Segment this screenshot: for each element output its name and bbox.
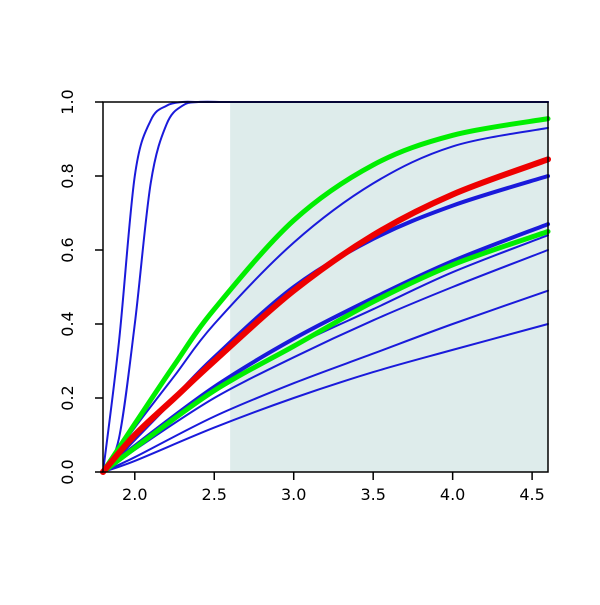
series-line-10 [100,116,551,475]
x-tick-label: 2.5 [202,485,227,504]
series-line-11 [100,229,551,475]
y-tick-label: 0.6 [58,237,77,262]
series-line-3 [102,126,549,473]
plot-frame [102,101,549,473]
series-line-12 [100,156,551,475]
y-tick-label: 0.0 [58,459,77,484]
x-tick-label: 3.0 [281,485,306,504]
y-tick-label: 0.8 [58,163,77,188]
y-tick-label: 1.0 [58,89,77,114]
series-line-9 [102,323,549,473]
x-tick-label: 3.5 [360,485,385,504]
x-tick-label: 4.5 [519,485,544,504]
shaded-region [230,102,548,472]
y-tick-label: 0.4 [58,311,77,336]
x-tick-label: 2.0 [122,485,147,504]
series-line-8 [102,289,549,473]
x-tick-label: 4.0 [440,485,465,504]
y-tick-label: 0.2 [58,385,77,410]
